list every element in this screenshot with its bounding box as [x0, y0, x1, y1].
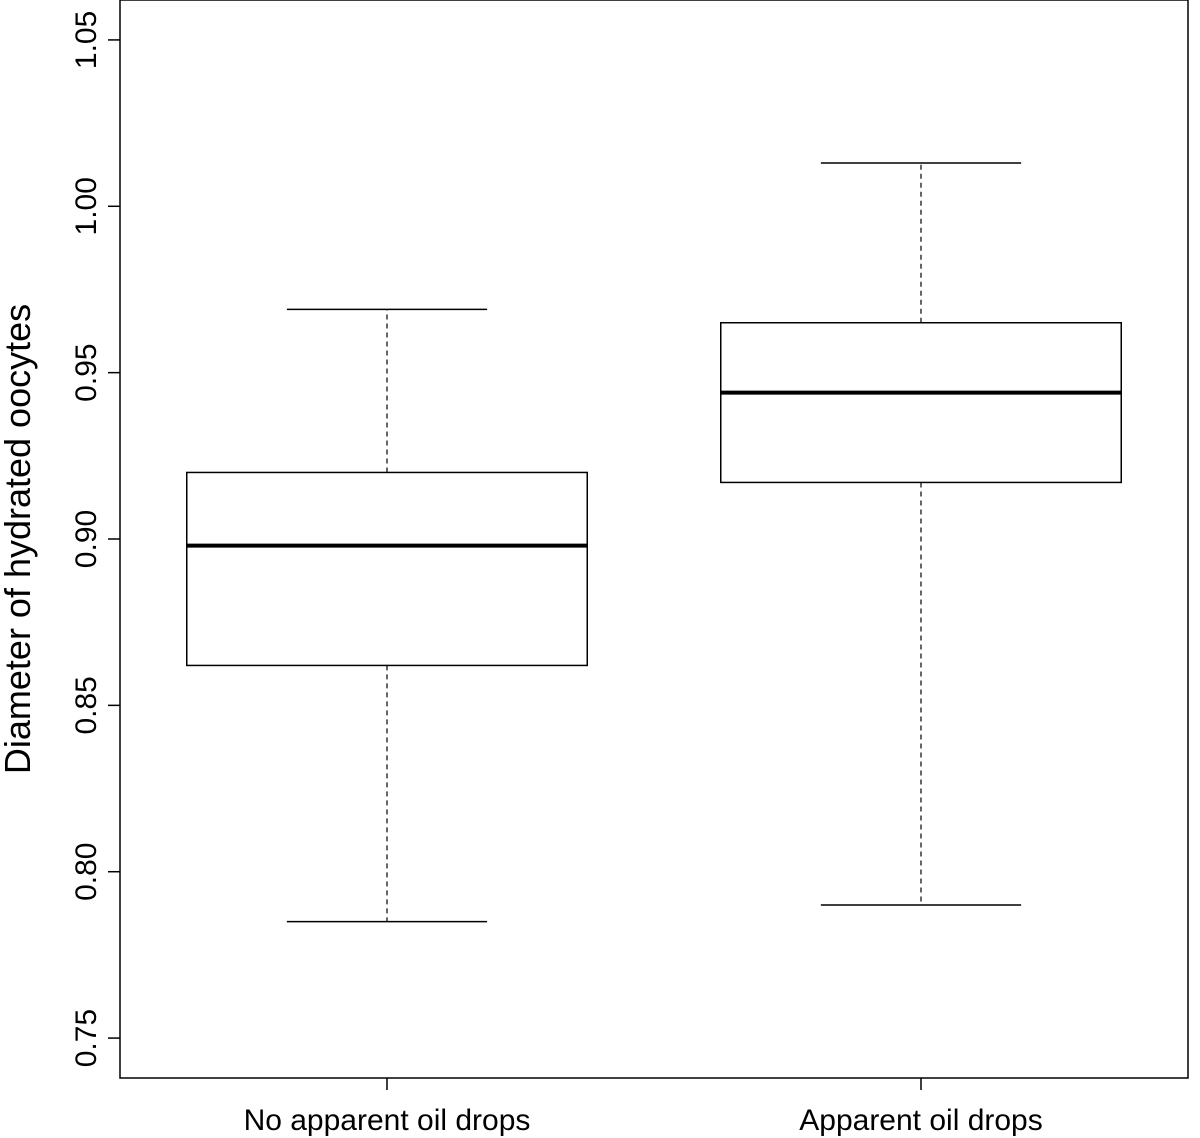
- y-tick-label: 0.95: [70, 343, 103, 401]
- y-tick-label: 0.80: [70, 843, 103, 901]
- y-tick-label: 0.75: [70, 1009, 103, 1067]
- box-group: [186, 308, 588, 923]
- x-tick-label: Apparent oil drops: [799, 1104, 1043, 1137]
- y-axis-title: Diameter of hydrated oocytes: [0, 304, 38, 774]
- x-tick-label: No apparent oil drops: [244, 1104, 531, 1137]
- iqr-box: [720, 321, 1122, 484]
- y-axis: 0.75 0.80 0.85 0.90 0.95 1.00 1.05: [70, 11, 120, 1067]
- y-tick-label: 0.90: [70, 510, 103, 568]
- x-axis: No apparent oil drops Apparent oil drops: [244, 1078, 1043, 1137]
- y-tick-label: 0.85: [70, 676, 103, 734]
- y-tick-label: 1.00: [70, 177, 103, 235]
- boxes: [186, 162, 1122, 923]
- y-tick-label: 1.05: [70, 11, 103, 69]
- iqr-box: [186, 471, 588, 667]
- box-group: [720, 162, 1122, 906]
